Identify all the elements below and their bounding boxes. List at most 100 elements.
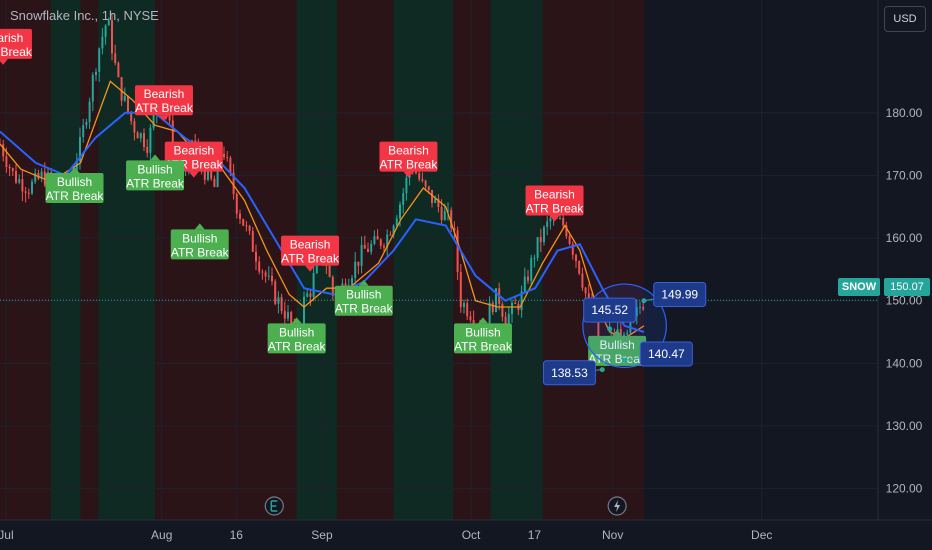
lightning-icon[interactable] [607, 496, 627, 516]
candle-body [450, 210, 453, 229]
candle-body [392, 225, 395, 235]
candle-body [210, 167, 213, 179]
candle-body [213, 178, 216, 188]
candle-body [88, 101, 91, 123]
candle-body [597, 320, 600, 345]
signal-pointer [358, 279, 369, 286]
currency-button[interactable]: USD [884, 6, 926, 32]
candle-body [101, 36, 104, 49]
y-tick-label: 180.00 [886, 106, 923, 120]
candle-body [111, 20, 113, 54]
signal-box [525, 185, 584, 216]
signal-line1: Bearish [144, 87, 185, 101]
candle-body [309, 293, 312, 297]
candle-body [31, 181, 33, 194]
candle-body [239, 213, 241, 219]
candle-body [127, 95, 129, 112]
candle-body [283, 310, 286, 319]
signal-pointer [150, 154, 161, 161]
candle-body [130, 111, 133, 122]
candle-body [367, 248, 369, 252]
candle-body [463, 303, 465, 308]
time-axis-panel [0, 520, 932, 550]
candle-body [328, 265, 331, 277]
callout-box[interactable] [653, 281, 707, 307]
shade-bear [453, 0, 491, 520]
signal-pointer [305, 265, 316, 272]
signal-pointer [158, 115, 169, 122]
candle-body [642, 306, 645, 310]
candle-body [536, 236, 539, 258]
signal-pointer [477, 317, 488, 324]
candle-body [264, 272, 267, 277]
candle-body [136, 132, 139, 139]
candle-body [98, 48, 101, 72]
signal-line1: Bullish [465, 325, 500, 339]
signal-line1: Bullish [182, 231, 217, 245]
signal-pointer [69, 166, 80, 173]
candle-body [527, 276, 529, 281]
candle-body [171, 120, 174, 151]
signal-box [267, 323, 326, 354]
signal-line1: Bullish [279, 325, 314, 339]
callouts[interactable]: 145.52 149.99 140.47 138.53 [542, 281, 707, 386]
candle-body [459, 271, 462, 308]
candle-body [139, 133, 142, 139]
candle-body [235, 193, 238, 214]
x-tick-label: Aug [151, 528, 172, 542]
candle-body [21, 179, 24, 192]
candle-body [114, 53, 117, 64]
signal-line2: ATR Break [588, 352, 647, 366]
candle-body [255, 251, 257, 262]
candle-body [539, 236, 542, 243]
signal-box [281, 235, 340, 266]
candle-body [440, 206, 443, 221]
candle-body [280, 297, 283, 311]
candle-body [386, 234, 389, 248]
candle-body [635, 307, 638, 317]
candle-body [543, 227, 545, 243]
candle-body [15, 171, 17, 183]
candle-body [402, 193, 405, 205]
signal-line1: Bearish [0, 31, 23, 45]
callout-label: 145.52 [591, 303, 628, 317]
callout-label: 149.99 [661, 287, 698, 301]
candle-body [363, 244, 366, 249]
candle-body [245, 225, 248, 227]
candle-body [549, 218, 552, 222]
candle-body [133, 121, 136, 133]
candle-body [107, 20, 110, 26]
candle-body [120, 77, 123, 101]
callout-box[interactable] [583, 297, 637, 323]
candle-body [251, 230, 254, 252]
callout-box[interactable] [639, 341, 693, 367]
candle-body [242, 218, 245, 226]
callout-box[interactable] [542, 360, 596, 386]
symbol-title: Snowflake Inc., 1h, NYSE [10, 8, 159, 23]
earnings-icon[interactable] [264, 496, 284, 516]
candle-body [277, 297, 280, 304]
candle-body [523, 276, 526, 292]
candle-body [533, 257, 536, 259]
signal-line1: Bullish [346, 288, 381, 302]
candle-body [43, 171, 46, 185]
candle-body [203, 167, 206, 180]
candle-body [434, 198, 437, 203]
signal-box [170, 229, 229, 260]
candle-body [501, 304, 504, 317]
candle-body [267, 275, 270, 277]
